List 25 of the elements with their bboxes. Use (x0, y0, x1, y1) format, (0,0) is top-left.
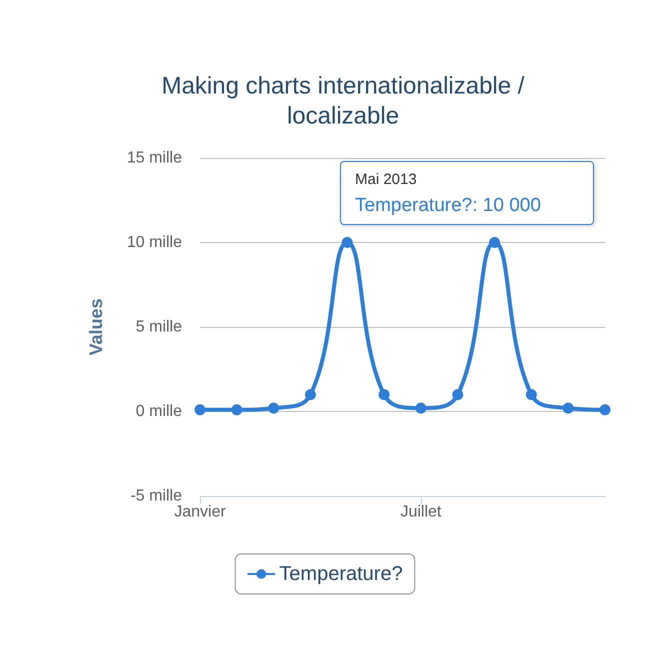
point (562, 402, 574, 414)
chart-title: Making charts internationalizable / localizable (162, 72, 525, 130)
y-axis-title: Values (86, 298, 106, 356)
point (526, 389, 537, 400)
y-tick-label: 5 mille (136, 318, 182, 336)
point (304, 389, 316, 400)
x-tick-label: Janvier (174, 504, 226, 520)
point (600, 404, 610, 416)
y-tick-label: -5 mille (130, 488, 182, 504)
point (231, 404, 242, 416)
point (489, 237, 500, 248)
y-tick-label: 15 mille (126, 150, 182, 166)
legend-label: Temperature? (279, 563, 403, 585)
annotation: Mai 2013 (355, 170, 418, 190)
x-tick-label: Juillet (400, 504, 442, 520)
point (268, 402, 280, 414)
point (415, 402, 426, 414)
point (194, 404, 206, 416)
y-tick-label: 10 mille (126, 234, 182, 251)
tooltip-box: Mai 2013 Temperature?: 10 000 (340, 161, 594, 225)
point (378, 389, 390, 400)
annotation: Temperature?: 10 000 (355, 194, 542, 218)
point (452, 389, 464, 400)
point (342, 237, 353, 248)
y-tick-label: 0 mille (136, 403, 182, 420)
